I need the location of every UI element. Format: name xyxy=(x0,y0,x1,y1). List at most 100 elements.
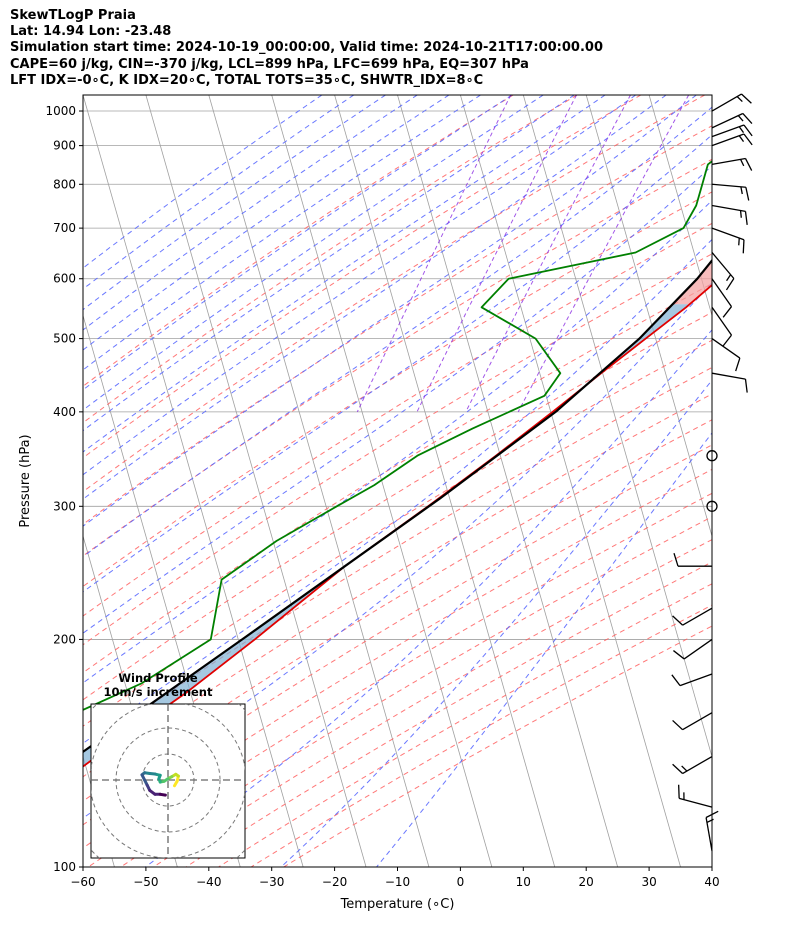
dry-adiabat xyxy=(83,366,712,753)
dry-adiabat xyxy=(83,95,514,387)
isotherm xyxy=(711,95,712,97)
wind-barb xyxy=(711,252,735,291)
dry-adiabat xyxy=(185,561,712,867)
moist-adiabat xyxy=(83,95,323,269)
isotherm xyxy=(83,95,304,867)
x-tick-label: 20 xyxy=(579,875,594,889)
dry-adiabat xyxy=(153,539,712,867)
wind-barb xyxy=(705,810,719,852)
dry-adiabat xyxy=(283,625,712,867)
wind-barb-calm xyxy=(706,500,718,512)
dry-adiabat xyxy=(83,468,712,849)
wind-barb xyxy=(711,204,748,225)
x-tick-label: −30 xyxy=(259,875,284,889)
isotherm xyxy=(334,95,556,867)
moist-adiabat xyxy=(280,379,712,867)
y-tick-label: 800 xyxy=(53,177,76,191)
dry-adiabat xyxy=(250,604,712,867)
moist-adiabat xyxy=(83,95,418,331)
wind-barb xyxy=(711,157,753,171)
x-tick-label: −20 xyxy=(322,875,347,889)
hodograph-title: Wind Profile xyxy=(118,671,198,685)
y-tick-label: 100 xyxy=(53,860,76,874)
wind-barb xyxy=(711,338,741,372)
isotherm xyxy=(648,95,712,318)
wind-barb xyxy=(672,712,713,731)
dry-adiabat xyxy=(87,492,712,867)
index-line: LFT IDX=-0∘C, K IDX=20∘C, TOTAL TOTS=35∘… xyxy=(10,72,484,88)
moist-adiabat xyxy=(83,238,712,744)
wind-barbs xyxy=(671,93,753,852)
background-lines xyxy=(83,95,794,867)
isotherm xyxy=(145,95,367,867)
wind-barb xyxy=(673,638,713,660)
y-tick-label: 400 xyxy=(53,405,76,419)
parcel-line xyxy=(83,258,712,754)
chart-title: SkewTLogP Praia xyxy=(10,8,136,23)
isotherm xyxy=(775,95,794,867)
x-tick-label: 40 xyxy=(704,875,719,889)
wind-barb xyxy=(678,784,713,808)
mixing-ratio-line xyxy=(465,95,631,413)
isotherm xyxy=(522,95,712,759)
wind-barb xyxy=(711,372,748,393)
wind-barb xyxy=(673,552,712,567)
wind-barb xyxy=(711,183,750,201)
wind-barb xyxy=(672,607,713,626)
wind-barb xyxy=(711,93,752,112)
dry-adiabat xyxy=(83,444,712,826)
location-line: Lat: 14.94 Lon: -23.48 xyxy=(10,24,172,40)
wind-barb xyxy=(711,112,753,129)
isotherm xyxy=(208,95,430,867)
x-tick-label: 30 xyxy=(641,875,656,889)
isotherm xyxy=(585,95,712,538)
y-tick-label: 500 xyxy=(53,332,76,346)
y-tick-label: 700 xyxy=(53,221,76,235)
moist-adiabat xyxy=(83,165,712,634)
y-axis-title: Pressure (hPa) xyxy=(18,434,33,527)
y-tick-label: 1000 xyxy=(45,104,76,118)
dry-adiabat xyxy=(83,125,712,525)
moist-adiabat xyxy=(83,134,712,593)
x-axis-title: Temperature (∘C) xyxy=(340,897,455,912)
chart-header: SkewTLogP Praia Lat: 14.94 Lon: -23.48 S… xyxy=(10,8,780,89)
dewpoint-line xyxy=(83,160,712,711)
wind-barb xyxy=(711,227,745,254)
moist-adiabat xyxy=(83,95,386,311)
hodograph-subtitle: 10m/s increment xyxy=(104,685,213,699)
wind-barb xyxy=(671,673,713,687)
cin-area xyxy=(672,260,712,305)
wind-barb xyxy=(711,278,733,318)
mixing-ratio-line xyxy=(416,95,577,413)
x-tick-label: 10 xyxy=(516,875,531,889)
moist-adiabat xyxy=(83,95,667,500)
cape-area-high xyxy=(83,304,690,767)
moist-adiabat xyxy=(83,106,712,558)
wind-barb-calm xyxy=(706,450,718,462)
dry-adiabat xyxy=(83,95,578,424)
isotherm xyxy=(397,95,619,867)
moist-adiabat xyxy=(83,95,513,391)
y-tick-label: 200 xyxy=(53,632,76,646)
x-tick-label: −60 xyxy=(70,875,95,889)
hodograph-segment xyxy=(158,792,167,797)
mixing-ratio-line xyxy=(356,95,512,413)
dry-adiabat xyxy=(83,393,712,778)
time-line: Simulation start time: 2024-10-19_00:00:… xyxy=(10,40,603,56)
dry-adiabat xyxy=(83,95,705,493)
y-tick-label: 900 xyxy=(53,139,76,153)
wind-barb xyxy=(711,306,733,347)
moist-adiabat xyxy=(83,95,481,371)
x-tick-label: 0 xyxy=(457,875,465,889)
moist-adiabat xyxy=(376,432,712,867)
moist-adiabat xyxy=(83,199,712,684)
y-tick-label: 300 xyxy=(53,499,76,513)
x-tick-label: −10 xyxy=(385,875,410,889)
x-tick-label: −40 xyxy=(196,875,221,889)
isotherm xyxy=(460,95,681,867)
moist-adiabat xyxy=(83,95,636,476)
wind-barb xyxy=(711,124,753,138)
x-tick-label: −50 xyxy=(133,875,158,889)
